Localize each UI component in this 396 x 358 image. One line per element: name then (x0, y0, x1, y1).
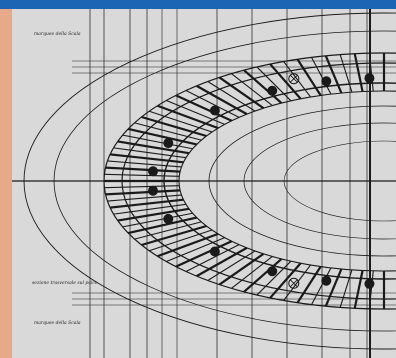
radial-rib (122, 134, 193, 150)
ellipse-ring (53, 30, 396, 332)
radial-rib (122, 212, 193, 228)
radial-rib (256, 66, 292, 102)
crossed-circle (288, 277, 300, 289)
construction-grid (12, 9, 396, 358)
filled-dot (364, 73, 375, 84)
radial-rib (117, 207, 190, 222)
filled-dot (209, 105, 220, 116)
radial-rib (117, 140, 190, 155)
elliptical-plan-svg: marquee della Scala sezione trasversale … (12, 9, 396, 358)
ellipse-ring (208, 105, 396, 257)
filled-dot (321, 76, 332, 87)
filled-dot (163, 138, 174, 149)
radial-rib (185, 89, 240, 118)
radial-rib (175, 94, 233, 122)
radial-rib (107, 160, 182, 168)
radial-rib (166, 99, 225, 125)
radial-rib (296, 58, 322, 96)
radial-rib (107, 194, 182, 202)
radial-rib (311, 267, 332, 305)
filled-dot (148, 185, 159, 196)
radial-rib (231, 73, 273, 106)
radial-rib (110, 153, 184, 164)
radial-rib (231, 256, 273, 289)
crossed-circle (288, 73, 300, 85)
radial-rib (243, 258, 283, 293)
filled-dot (209, 246, 220, 257)
radial-rib (353, 53, 364, 92)
radial-rib (149, 110, 213, 133)
radial-rib (134, 221, 202, 240)
radial-rib (311, 57, 332, 95)
crossed-circle-stroke (289, 279, 298, 288)
radial-rib (196, 84, 248, 116)
top-blue-bar (0, 0, 396, 9)
radial-rib (110, 198, 184, 209)
filled-dot (321, 275, 332, 286)
radial-rib (185, 244, 240, 273)
filled-dot (267, 85, 278, 96)
radial-rib (141, 224, 207, 247)
radial-rib (269, 63, 302, 100)
radial-rib (196, 246, 248, 278)
filled-dot (163, 213, 174, 224)
radial-rib (368, 53, 374, 92)
annotation-top: marquee della Scala (34, 31, 81, 37)
radial-rib (105, 189, 181, 196)
radial-rib (175, 240, 233, 268)
ellipse-ring (243, 122, 396, 240)
radial-rib (218, 76, 265, 110)
radial-rib (149, 229, 213, 252)
radial-rib (166, 237, 225, 263)
ellipse-ring (23, 12, 396, 350)
ellipse-ring (283, 140, 396, 222)
radial-rib (157, 104, 219, 130)
radial-rib (353, 270, 364, 309)
annotation-mid: sezione trasversale sul palco (32, 280, 98, 286)
radial-rib (218, 252, 265, 286)
filled-dot (364, 278, 375, 289)
radial-rib (324, 268, 343, 307)
radial-rib (141, 115, 207, 138)
radial-rib (339, 54, 353, 93)
crossed-circle-stroke (289, 74, 298, 83)
radial-rib (256, 260, 292, 296)
column-symbols (148, 73, 375, 289)
radial-rib (127, 127, 197, 146)
radial-rib (113, 147, 187, 159)
radial-rib (243, 69, 283, 104)
radial-rib (104, 173, 180, 177)
radial-rib (368, 270, 374, 309)
filled-dot (148, 166, 159, 177)
filled-dot (267, 266, 278, 277)
radial-rib (339, 269, 353, 308)
radial-rib (283, 264, 311, 301)
annotation-bottom: marquee della Scala (34, 320, 81, 326)
radial-rib (104, 185, 180, 189)
radial-rib (157, 232, 219, 258)
radial-rib (269, 262, 302, 299)
radial-rib (324, 55, 343, 94)
architectural-drawing: marquee della Scala sezione trasversale … (12, 9, 396, 358)
radial-rib (296, 266, 322, 304)
radial-rib (105, 166, 181, 173)
radial-rib (113, 203, 187, 215)
radial-rib (134, 122, 202, 141)
radial-ribs (104, 53, 386, 309)
radial-rib (207, 250, 256, 281)
radial-rib (283, 61, 311, 98)
radial-rib (207, 81, 256, 112)
annotations: marquee della Scala sezione trasversale … (32, 31, 98, 326)
radial-rib (127, 216, 197, 235)
